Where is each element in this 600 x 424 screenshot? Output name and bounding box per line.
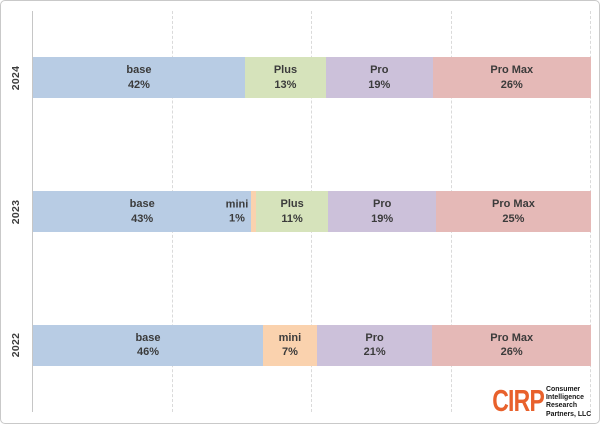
segment-value: 26%	[500, 78, 523, 91]
bar-segment-2022-mini: mini 7%	[263, 324, 317, 366]
segment-value: 25%	[502, 212, 525, 225]
segment-name: base	[126, 64, 152, 77]
segment-name: Plus	[273, 64, 298, 77]
segment-name: mini	[278, 331, 302, 344]
chart-band-2023: 2023 base 43% mini 1% Plus 11% Pro 19% Pro Max 25%	[10, 145, 591, 279]
stacked-bar-2023: base 43% mini 1% Plus 11% Pro 19% Pro Max 25%	[33, 191, 591, 232]
segment-label: Pro Max 26%	[490, 331, 533, 360]
segment-name: mini	[225, 197, 249, 210]
cirp-logo-tagline-line-3: Research	[545, 400, 577, 410]
segment-value: 13%	[274, 78, 297, 91]
segment-label: Pro Max 26%	[490, 63, 533, 92]
stacked-bar-2022: base 46% mini 7% Pro 21% Pro Max 26%	[33, 324, 592, 366]
segment-value: 21%	[363, 346, 386, 359]
segment-label: Pro 19%	[371, 197, 393, 226]
segment-value: 1%	[229, 212, 245, 225]
segment-name: Pro Max	[490, 331, 534, 344]
bar-segment-2023-base: base 43%	[33, 191, 252, 232]
y-axis-label-2024: 2024	[10, 65, 22, 91]
cirp-logo-tagline-line-4: Partners, LLC	[545, 408, 592, 418]
bar-segment-2022-pro: Pro 21%	[316, 324, 433, 366]
y-axis-label-2023: 2023	[10, 199, 22, 224]
segment-label: mini 1%	[226, 197, 249, 226]
bar-segment-2023-mini: mini 1%	[226, 191, 256, 232]
plot-area: 2024 base 42% Plus 13% Pro 19% Pro Max 26% 2023 ba…	[10, 11, 592, 412]
segment-name: base	[129, 197, 155, 210]
segment-name: Pro	[372, 197, 392, 210]
segment-label: Pro 21%	[364, 331, 386, 360]
segment-value: 7%	[281, 346, 298, 359]
bar-segment-2023-pro-max: Pro Max 25%	[435, 191, 591, 232]
segment-value: 43%	[131, 212, 154, 225]
segment-value: 11%	[281, 212, 303, 225]
chart-band-2024: 2024 base 42% Plus 13% Pro 19% Pro Max 26%	[10, 11, 591, 145]
bar-segment-2024-pro-max: Pro Max 26%	[432, 57, 591, 99]
segment-name: Pro Max	[490, 64, 534, 77]
bar-segment-2024-pro: Pro 19%	[325, 57, 433, 99]
bar-segment-2022-pro-max: Pro Max 26%	[432, 324, 592, 366]
segment-value: 26%	[500, 346, 523, 359]
bar-segment-2022-base: base 46%	[33, 324, 263, 366]
segment-label: base 46%	[135, 331, 160, 360]
segment-name: Pro	[365, 331, 384, 344]
segment-label: Plus 13%	[274, 63, 297, 92]
bar-rows-container: 2024 base 42% Plus 13% Pro 19% Pro Max 26% 2023 ba…	[10, 11, 592, 412]
segment-label: Plus 11%	[281, 197, 304, 226]
segment-value: 42%	[127, 78, 150, 91]
y-axis-label-2022: 2022	[10, 332, 22, 358]
segment-name: Pro Max	[492, 197, 535, 210]
stacked-bar-2024: base 42% Plus 13% Pro 19% Pro Max 26%	[33, 57, 591, 99]
chart-band-2022: 2022 base 46% mini 7% Pro 21% Pro Max 26%	[10, 278, 592, 412]
segment-label: Pro 19%	[368, 63, 390, 92]
segment-label: base 42%	[126, 63, 151, 92]
segment-label: mini 7%	[279, 331, 302, 360]
segment-name: Plus	[280, 197, 304, 210]
cirp-logo-wordmark: CIRP	[491, 383, 545, 419]
segment-value: 19%	[371, 212, 394, 225]
bar-segment-2023-pro: Pro 19%	[328, 191, 436, 232]
cirp-logo-tagline: Consumer Intelligence Research Partners, LL…	[545, 383, 597, 418]
bar-segment-2023-plus: Plus 11%	[255, 191, 329, 232]
cirp-logo: CIRP Consumer Intelligence Research Partner…	[474, 383, 597, 419]
segment-value: 46%	[136, 346, 159, 359]
cirp-logo-tagline-line-1: Consumer	[545, 383, 580, 393]
segment-label: Pro Max 25%	[492, 197, 535, 226]
cirp-logo-tagline-line-2: Intelligence	[545, 392, 584, 402]
segment-label: base 43%	[130, 197, 155, 226]
bar-segment-2024-plus: Plus 13%	[244, 57, 326, 99]
bar-segment-2024-base: base 42%	[33, 57, 245, 99]
segment-name: base	[135, 331, 161, 344]
segment-name: Pro	[370, 64, 389, 77]
segment-value: 19%	[368, 78, 391, 91]
